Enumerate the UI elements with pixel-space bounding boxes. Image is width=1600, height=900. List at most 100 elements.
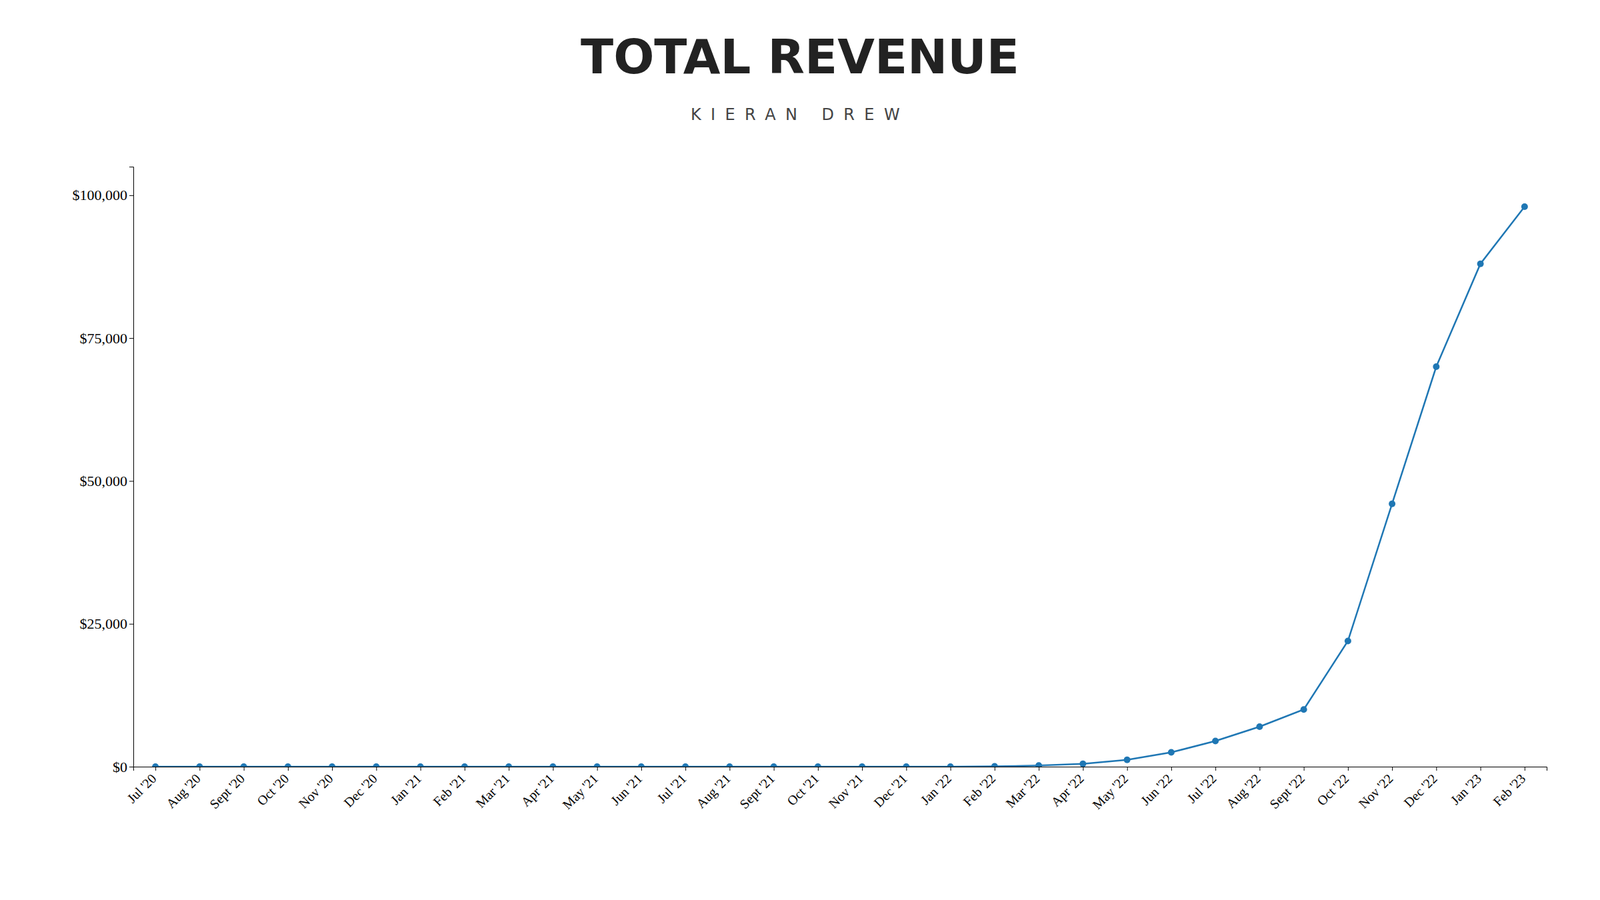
x-tick-label: Feb '22 [960, 770, 998, 809]
y-tick-label: $25,000 [80, 615, 128, 632]
x-tick-label: Nov '21 [825, 770, 866, 811]
x-tick-label: Sept '22 [1266, 770, 1308, 812]
point [461, 763, 468, 767]
x-tick: Feb '22 [960, 766, 998, 809]
y-tick: $100,000 [72, 186, 134, 204]
point [328, 763, 336, 767]
x-tick-mark [729, 766, 730, 771]
x-tick-mark [1524, 766, 1526, 771]
y-tick: $25,000 [80, 615, 134, 632]
x-tick-mark [641, 766, 642, 771]
x-tick: Sept '20 [206, 766, 248, 812]
x-tick-label: May '21 [559, 770, 601, 812]
x-tick-label: Oct '21 [784, 770, 822, 808]
x-tick-mark [332, 766, 333, 771]
x-tick-label: Aug '20 [163, 770, 204, 812]
x-tick: Feb '23 [1490, 766, 1528, 809]
x-tick-mark [906, 766, 907, 771]
point [682, 763, 689, 767]
x-tick: Mar '22 [1002, 766, 1042, 811]
x-tick-label: Feb '23 [1490, 770, 1528, 809]
x-tick-mark [244, 766, 245, 771]
x-tick-label: Apr '21 [518, 770, 557, 810]
point [1388, 500, 1396, 508]
x-tick-label: Jan '22 [917, 770, 954, 808]
x-tick-mark [597, 766, 598, 771]
x-tick-label: Dec '22 [1400, 770, 1440, 810]
line [155, 206, 1525, 767]
x-tick-label: Jul '22 [1184, 770, 1219, 806]
x-tick-label: Aug '21 [693, 770, 734, 812]
x-tick-label: Sept '20 [206, 770, 248, 812]
x-tick: Feb '21 [430, 766, 468, 809]
x-tick-label: Feb '21 [430, 770, 468, 809]
x-tick-label: Jun '22 [1138, 770, 1175, 808]
point [505, 763, 512, 767]
x-tick: Dec '20 [340, 766, 380, 810]
x-tick-label: Sept '21 [736, 770, 778, 812]
point [858, 763, 866, 767]
point [1432, 363, 1440, 370]
x-tick: Aug '20 [163, 766, 204, 812]
point [594, 763, 601, 767]
x-tick-label: Apr '22 [1048, 770, 1087, 810]
y-tick: $50,000 [80, 472, 134, 490]
x-tick-mark [155, 766, 156, 771]
x-tick: Jun '22 [1138, 766, 1175, 808]
y-tick-label: $75,000 [80, 330, 128, 347]
x-tick: Jan '21 [387, 766, 424, 808]
x-tick-label: Aug '22 [1223, 770, 1264, 812]
y-tick-mark [129, 480, 134, 482]
x-tick-mark [464, 766, 466, 771]
point [284, 763, 292, 767]
x-tick-mark [1436, 766, 1437, 771]
point [902, 763, 910, 767]
point [814, 763, 822, 767]
x-tick-mark [288, 766, 289, 771]
point [1212, 737, 1219, 744]
y-tick-label: $50,000 [80, 472, 128, 490]
x-axis: Jul '20Aug '20Sept '20Oct '20Nov '20Dec … [124, 766, 1547, 813]
x-tick-label: Dec '21 [870, 770, 910, 810]
x-tick: Nov '21 [825, 766, 866, 812]
x-tick: Apr '22 [1048, 766, 1087, 810]
x-tick: Oct '20 [254, 766, 292, 809]
x-tick-label: Jul '21 [654, 770, 689, 806]
x-tick-label: Jan '21 [387, 770, 424, 808]
x-tick-mark [818, 766, 819, 771]
x-tick-mark [1082, 766, 1084, 771]
point [1300, 706, 1308, 713]
x-tick-mark [994, 766, 996, 771]
x-tick: Sept '21 [736, 766, 778, 812]
x-tick-mark [862, 766, 863, 771]
y-tick-mark [129, 338, 134, 339]
x-tick: Nov '22 [1355, 766, 1396, 812]
x-tick-mark [508, 766, 510, 771]
x-tick-label: May '22 [1089, 770, 1131, 812]
point [1079, 760, 1086, 767]
point [947, 763, 954, 767]
x-tick-mark [552, 766, 554, 771]
point [1521, 203, 1528, 210]
x-tick: Sept '22 [1266, 766, 1308, 812]
point [196, 763, 203, 767]
y-tick: $0 [112, 758, 134, 776]
x-tick: Oct '21 [784, 766, 822, 809]
x-tick-label: Jun '21 [608, 770, 645, 808]
x-tick: Aug '22 [1223, 766, 1264, 812]
x-tick-mark [1304, 766, 1305, 771]
x-tick: Oct '22 [1314, 766, 1352, 809]
point [240, 763, 248, 767]
x-tick-mark [774, 766, 775, 771]
y-tick-mark [129, 195, 134, 196]
x-tick: Jan '22 [917, 766, 954, 808]
x-tick: May '22 [1089, 766, 1131, 813]
y-tick-label: $0 [112, 758, 128, 776]
x-tick-label: Oct '22 [1314, 770, 1352, 808]
x-tick: Jan '23 [1447, 766, 1484, 808]
x-tick-mark [1127, 766, 1128, 771]
x-tick: May '21 [559, 766, 601, 813]
x-tick-mark [376, 766, 377, 771]
x-tick-mark [1392, 766, 1393, 771]
point [1168, 749, 1175, 756]
